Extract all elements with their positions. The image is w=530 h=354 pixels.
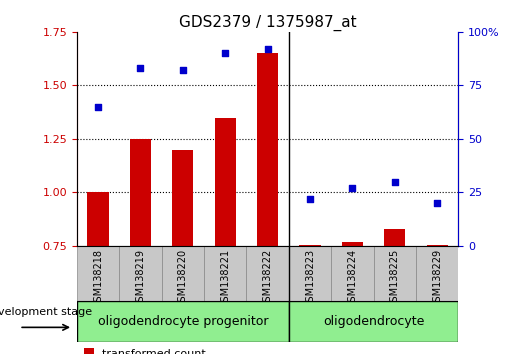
Text: oligodendrocyte: oligodendrocyte (323, 315, 425, 328)
Text: GSM138220: GSM138220 (178, 249, 188, 308)
Text: GSM138218: GSM138218 (93, 249, 103, 308)
Bar (342, 242, 363, 246)
Bar (257, 53, 278, 246)
Point (94, 104, 102, 110)
Bar (77, 301, 289, 342)
Point (306, 196, 314, 202)
Text: GSM138223: GSM138223 (305, 249, 315, 308)
Bar (289, 301, 458, 342)
Point (221, 51, 229, 56)
Text: GSM138222: GSM138222 (263, 249, 272, 308)
Text: GSM138221: GSM138221 (220, 249, 230, 308)
Bar (172, 150, 193, 246)
Bar (119, 246, 162, 301)
Bar (374, 246, 416, 301)
Text: oligodendrocyte progenitor: oligodendrocyte progenitor (98, 315, 268, 328)
Text: GSM138224: GSM138224 (348, 249, 357, 308)
Point (179, 68, 187, 73)
Bar (299, 245, 321, 246)
Bar (84, 348, 94, 354)
Title: GDS2379 / 1375987_at: GDS2379 / 1375987_at (179, 14, 357, 30)
Bar (162, 246, 204, 301)
Bar (204, 246, 246, 301)
Bar (416, 246, 458, 301)
Point (348, 185, 357, 191)
Text: development stage: development stage (0, 307, 93, 317)
Point (433, 200, 441, 206)
Text: GSM138219: GSM138219 (136, 249, 145, 308)
Point (263, 46, 272, 52)
Bar (331, 246, 374, 301)
Text: GSM138229: GSM138229 (432, 249, 442, 308)
Text: GSM138225: GSM138225 (390, 249, 400, 308)
Bar (130, 139, 151, 246)
Bar (384, 229, 405, 246)
Point (136, 65, 145, 71)
Text: transformed count: transformed count (102, 349, 206, 354)
Bar (427, 245, 448, 246)
Point (391, 179, 399, 185)
Bar (215, 118, 236, 246)
Bar (289, 246, 331, 301)
Bar (87, 193, 109, 246)
Bar (246, 246, 289, 301)
Bar (77, 246, 119, 301)
